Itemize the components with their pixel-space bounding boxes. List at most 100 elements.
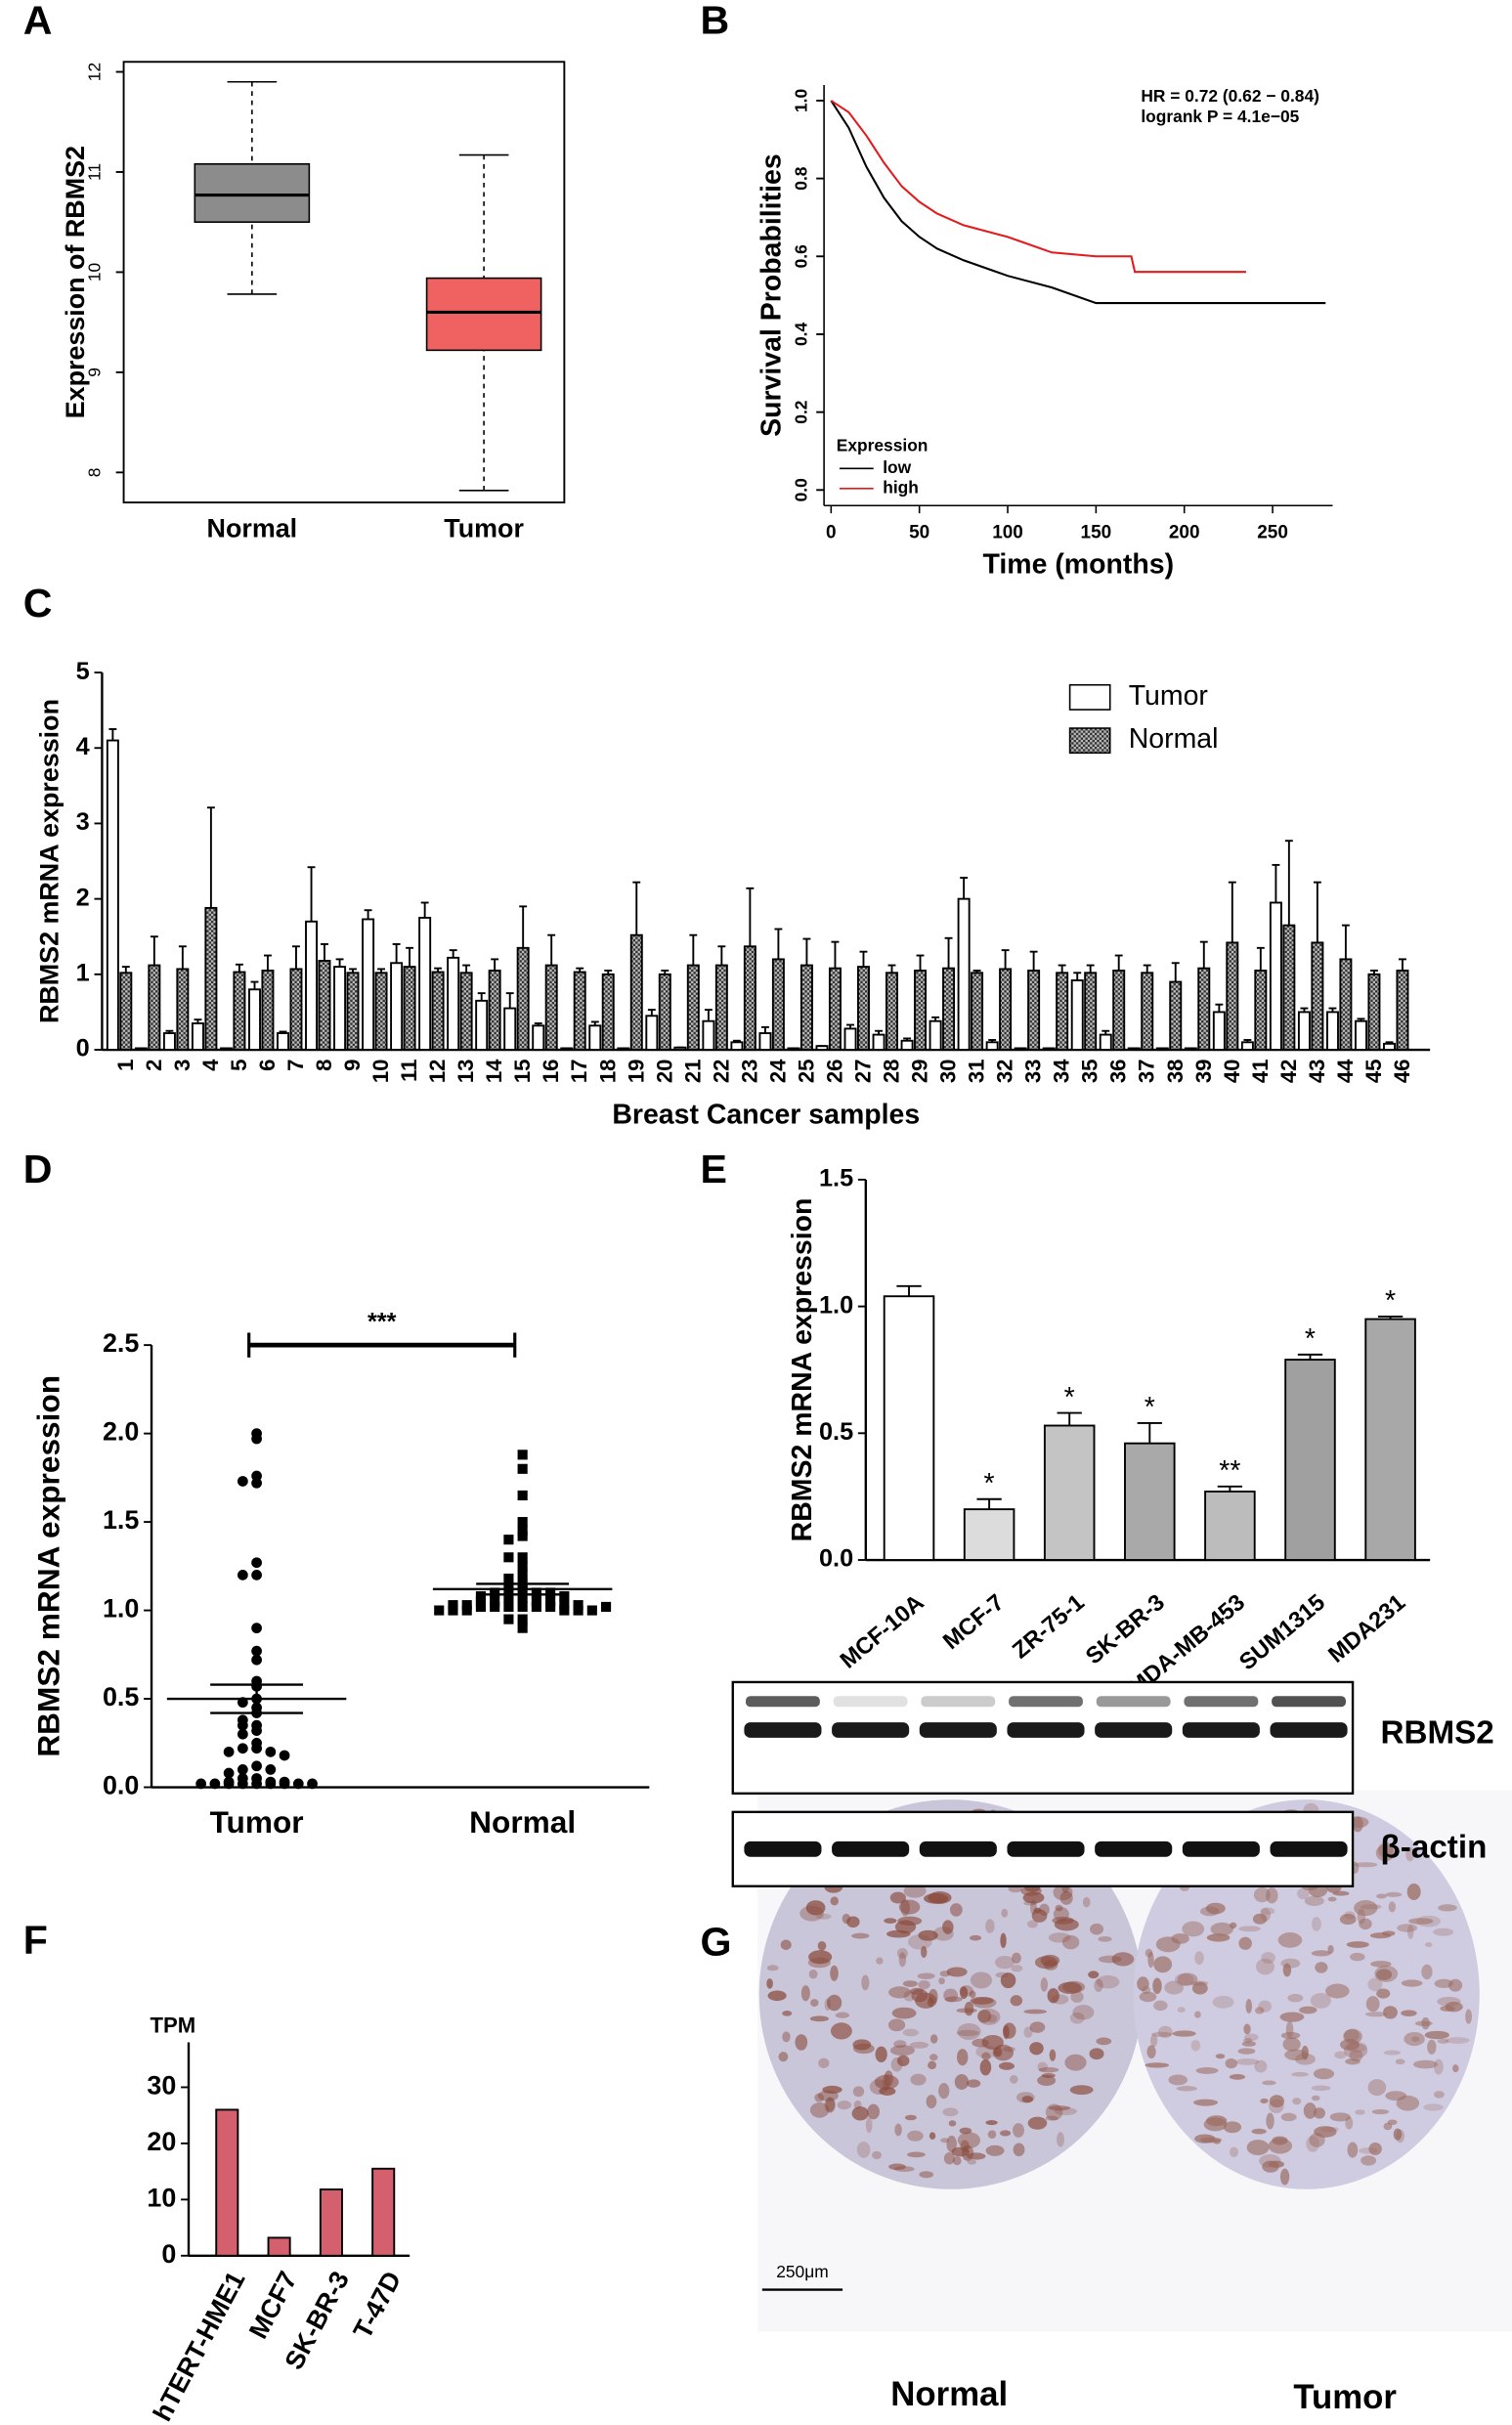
bar [289,968,303,1051]
tissue-blob [1260,2098,1269,2103]
tissue-blob [1347,2142,1359,2158]
tissue-blob [1339,2039,1361,2051]
x-tick-label: 28 [880,1060,904,1084]
bar [658,973,671,1051]
tissue-blob [1280,2031,1301,2040]
tissue-blob [835,2012,850,2018]
data-point [251,1654,262,1666]
data-point [517,1552,528,1563]
x-tick-label: 22 [709,1060,733,1084]
data-point [517,1601,528,1613]
tissue-blob [1303,2102,1317,2119]
tissue-blob [1367,2079,1387,2097]
x-tick-label: 10 [368,1060,393,1084]
tissue-blob [1010,2074,1018,2084]
tissue-blob [1434,2058,1444,2075]
bar [119,972,133,1051]
tissue-blob [1251,2128,1267,2135]
tissue-blob [778,2052,789,2062]
data-point [517,1623,528,1633]
tissue-blob [995,1956,1015,1970]
legend-label: low [883,457,911,477]
x-tick-label: 13 [454,1060,478,1084]
tissue-blob [1393,2128,1403,2141]
tissue-blob [1245,1999,1253,2014]
tissue-blob [1164,1980,1184,1995]
bar [516,946,530,1051]
data-point [223,1778,235,1790]
tissue-blob [875,2046,887,2062]
tissue-blob [1292,2098,1302,2105]
bar [1084,972,1098,1051]
tissue-blob [1269,2095,1284,2108]
data-point [490,1601,500,1613]
blot-band [1007,1722,1085,1738]
tissue-blob [767,1990,787,2002]
tissue-blob [1069,2085,1094,2096]
panel-letter: B [701,0,730,43]
blot-band [1009,1696,1083,1708]
tissue-blob [1203,2117,1228,2132]
x-tick-label: 8 [312,1060,336,1071]
tissue-blob [809,2015,829,2022]
x-tick-label: 44 [1333,1059,1358,1083]
tissue-blob [1332,1890,1350,1896]
tissue-blob [981,2052,991,2060]
tissue-blob [1360,1904,1382,1910]
x-tick-label: 30 [936,1060,961,1084]
bar [215,2108,239,2257]
tissue-blob [1310,1992,1331,2009]
tissue-blob [1306,2136,1319,2152]
y-tick-label: 0 [161,2239,176,2269]
tissue-blob [1139,1991,1157,2003]
x-tick-label: 1 [113,1060,138,1071]
tissue-blob [889,1891,906,1904]
tissue-blob [902,1980,918,1987]
tissue-blob [795,2034,808,2051]
bar [1383,1042,1396,1051]
tissue-blob [954,2074,970,2090]
tissue-blob [1033,1907,1042,1914]
tissue-blob [1445,2001,1463,2013]
bar [843,1027,857,1051]
x-tick-label: 6 [255,1060,280,1071]
tissue-blob [1396,2129,1405,2144]
tissue-blob [898,1952,907,1968]
tissue-blob [1365,1996,1380,2013]
tissue-blob [1359,2146,1378,2154]
tissue-blob [826,1994,842,2012]
tissue-blob [1061,1934,1080,1950]
tissue-blob [1284,2049,1309,2061]
tissue-blob [970,1996,994,2005]
tissue-blob [879,2087,896,2096]
data-point [517,1463,528,1474]
data-point [251,1778,262,1790]
tissue-blob [1311,1950,1331,1957]
tissue-blob [1205,1902,1226,1915]
bar [942,967,956,1051]
tissue-blob [1252,1913,1268,1925]
data-point [237,1764,248,1775]
bar [475,999,489,1051]
bar [261,970,275,1051]
tissue-blob [1287,1993,1304,2003]
tissue-blob [1012,1952,1021,1964]
tissue-blob [956,2029,979,2037]
bar [730,1041,744,1051]
bar [588,1024,602,1051]
tissue-blob [1376,1969,1393,1980]
data-point [517,1592,528,1603]
tissue-blob [1069,2012,1085,2024]
bar [1212,1011,1226,1051]
tissue-blob [1194,2011,1201,2018]
tissue-blob [1238,1926,1261,1932]
tissue-blob [891,2007,917,2019]
tissue-blob [957,2132,981,2149]
tissue-blob [1027,2116,1048,2130]
tissue-normal [758,1799,1143,2189]
tissue-blob [1327,1944,1334,1954]
tissue-blob [921,1945,928,1959]
tissue-blob [1329,2112,1351,2122]
tissue-blob [1045,2115,1058,2121]
data-point [237,1743,248,1754]
